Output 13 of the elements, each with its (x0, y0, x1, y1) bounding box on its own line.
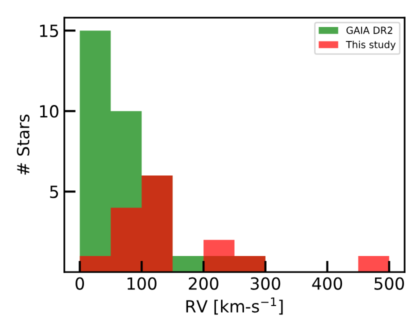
y-axis-title: # Stars (16, 114, 30, 175)
y-tick-label: 15 (40, 24, 58, 38)
x-tick-label: 400 (312, 277, 342, 290)
legend-label: GAIA DR2 (346, 26, 392, 34)
x-axis-title: RV [km-s$^{−1}$] (186, 298, 283, 315)
x-tick-label: 100 (128, 277, 156, 290)
x-tick-label: 0 (76, 277, 84, 290)
x-tick-label: 500 (374, 277, 404, 290)
y-tick-label: 5 (50, 186, 58, 198)
x-tick-label: 200 (188, 277, 218, 290)
legend-label: This study (346, 40, 396, 50)
x-tick-label: 300 (250, 277, 280, 290)
y-tick-label: 10 (40, 105, 58, 118)
